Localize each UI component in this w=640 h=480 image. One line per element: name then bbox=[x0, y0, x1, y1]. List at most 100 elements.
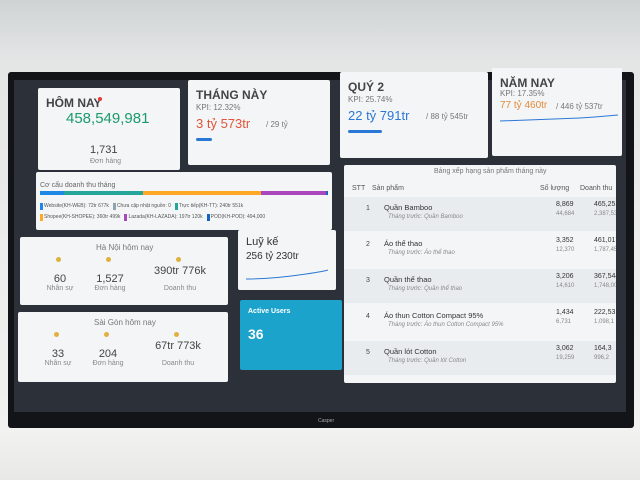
product: Quần lót Cotton bbox=[384, 347, 437, 356]
revenue: 222,53 bbox=[594, 309, 616, 316]
previous-product: Tháng trước: Quần thể thao bbox=[388, 286, 463, 292]
stat-label: Doanh thu bbox=[163, 285, 197, 292]
value: 3 tỷ 573tr bbox=[196, 116, 251, 131]
revenue-previous: 2,387,532,874 bbox=[594, 211, 616, 217]
previous-product: Tháng trước: Áo thun Cotton Compact 95% bbox=[388, 322, 504, 328]
quarter-card: QUÝ 2 KPI: 25.74% 22 tỷ 791tr / 88 tỷ 54… bbox=[340, 72, 488, 158]
rank: 4 bbox=[366, 313, 370, 320]
mix-bar bbox=[40, 191, 328, 195]
stat-icon bbox=[174, 332, 179, 337]
stat-value: 204 bbox=[98, 348, 118, 360]
stat-value: 67tr 773k bbox=[155, 340, 201, 352]
revenue-previous: 996,2 bbox=[594, 355, 610, 361]
today-card: HÔM NAY 458,549,981 1,731 Đơn hàng bbox=[38, 88, 180, 170]
stat-icon bbox=[104, 332, 109, 337]
kpi: KPI: 17.35% bbox=[500, 89, 545, 98]
progress-bar bbox=[348, 130, 382, 133]
stat-label: Nhân sự bbox=[44, 360, 72, 367]
revenue: 461,017,0 bbox=[594, 237, 616, 244]
stat-icon bbox=[106, 257, 111, 262]
ranking-card: Bảng xếp hạng sản phẩm tháng này STT Sản … bbox=[344, 165, 616, 383]
legend-item: POD(KH-POD): 494,000 bbox=[206, 214, 265, 221]
card-title: Hà Nội hôm nay bbox=[96, 243, 154, 252]
revenue: 164,3 bbox=[594, 345, 612, 352]
product: Quần Bamboo bbox=[384, 203, 433, 212]
table-header: Doanh thu bbox=[580, 185, 613, 192]
value: 22 tỷ 791tr bbox=[348, 108, 410, 123]
stat-label: Nhân sự bbox=[46, 285, 74, 292]
stat-value: 1,527 bbox=[96, 273, 124, 285]
card-title: NĂM NAY bbox=[500, 76, 555, 90]
product: Áo thun Cotton Compact 95% bbox=[384, 311, 484, 320]
value: 36 bbox=[248, 326, 264, 342]
quantity: 3,206 bbox=[556, 273, 574, 280]
table-row: 2 Áo thể thao Tháng trước: Áo thể thao 3,35… bbox=[344, 233, 616, 267]
progress-bar bbox=[196, 138, 212, 141]
revenue: 465,251,962 bbox=[594, 201, 616, 208]
table-row: 4 Áo thun Cotton Compact 95% Tháng trước: … bbox=[344, 305, 616, 339]
quantity: 1,434 bbox=[556, 309, 574, 316]
stat-value: 390tr 776k bbox=[154, 265, 206, 277]
quantity-previous: 14,610 bbox=[556, 283, 575, 289]
quantity-previous: 6,731 bbox=[556, 319, 572, 325]
trend-line bbox=[500, 114, 618, 122]
active-users-card: Active Users 36 bbox=[240, 300, 342, 370]
product: Áo thể thao bbox=[384, 239, 423, 248]
revenue-previous: 1,787,454,7 bbox=[594, 247, 616, 253]
stat-label: Doanh thu bbox=[161, 360, 195, 367]
card-title: Sài Gòn hôm nay bbox=[94, 318, 156, 327]
trend-line bbox=[246, 269, 328, 280]
stat-label: Đơn hàng bbox=[92, 360, 124, 367]
previous-product: Tháng trước: Quần Bamboo bbox=[388, 214, 463, 220]
legend-item: Lazada(KH-LAZADA): 197tr 120k bbox=[124, 214, 203, 221]
table-row: 5 Quần lót Cotton Tháng trước: Quần lót Co… bbox=[344, 341, 616, 375]
orders-label: Đơn hàng bbox=[90, 158, 122, 165]
revenue-previous: 1,748,000 bbox=[594, 283, 616, 289]
saigon-card: Sài Gòn hôm nay 33 Nhân sự 204 Đơn hàng 67tr… bbox=[18, 312, 228, 382]
legend-item: Shopee(KH-SHOPEE): 360tr 499k bbox=[40, 214, 120, 221]
card-title: Cơ cấu doanh thu tháng bbox=[40, 182, 116, 189]
stat-icon bbox=[176, 257, 181, 262]
legend: Website(KH-WEB): 72tr 677k Chưa cập nhật … bbox=[40, 199, 328, 221]
legend-item: Trực tiếp(KH-TT): 240tr 551k bbox=[174, 203, 243, 210]
card-title: Active Users bbox=[248, 308, 291, 315]
revenue: 458,549,981 bbox=[66, 110, 150, 127]
revenue: 367,544,4 bbox=[594, 273, 616, 280]
revenue-mix-card: Cơ cấu doanh thu tháng Website(KH-WEB): … bbox=[36, 172, 332, 230]
stat-value: 33 bbox=[51, 348, 65, 360]
table-row: 3 Quần thể thao Tháng trước: Quần thể thao… bbox=[344, 269, 616, 303]
card-title: THÁNG NÀY bbox=[196, 88, 268, 102]
kpi: KPI: 12.32% bbox=[196, 103, 241, 112]
card-title: Bảng xếp hạng sản phẩm tháng này bbox=[434, 168, 547, 175]
rank: 3 bbox=[366, 277, 370, 284]
hanoi-card: Hà Nội hôm nay 60 Nhân sự 1,527 Đơn hàng 390… bbox=[20, 237, 228, 305]
card-title: HÔM NAY bbox=[46, 96, 102, 110]
tv-brand: Casper bbox=[318, 418, 335, 424]
target: / 88 tỷ 545tr bbox=[426, 112, 469, 121]
orders: 1,731 bbox=[90, 144, 118, 156]
product: Quần thể thao bbox=[384, 275, 432, 284]
quantity: 3,352 bbox=[556, 237, 574, 244]
year-card: NĂM NAY KPI: 17.35% 77 tỷ 460tr / 446 tỷ… bbox=[492, 68, 622, 156]
cumulative-card: Luỹ kế 256 tỷ 230tr bbox=[238, 230, 336, 290]
quantity: 3,062 bbox=[556, 345, 574, 352]
quantity-previous: 19,259 bbox=[556, 355, 575, 361]
previous-product: Tháng trước: Áo thể thao bbox=[388, 250, 455, 256]
legend-item: Website(KH-WEB): 72tr 677k bbox=[40, 203, 109, 210]
legend-item: Chưa cập nhật nguồn: 0 bbox=[112, 203, 171, 210]
rank: 1 bbox=[366, 205, 370, 212]
target: / 29 tỷ bbox=[266, 120, 288, 129]
table-header: STT bbox=[352, 185, 366, 192]
revenue-previous: 1,098,1 bbox=[594, 319, 615, 325]
value: 77 tỷ 460tr bbox=[500, 100, 548, 111]
live-dot bbox=[98, 97, 102, 101]
stat-value: 60 bbox=[53, 273, 67, 285]
quantity-previous: 12,370 bbox=[556, 247, 575, 253]
stat-icon bbox=[54, 332, 59, 337]
previous-product: Tháng trước: Quần lót Cotton bbox=[388, 358, 467, 364]
quantity-previous: 44,684 bbox=[556, 211, 575, 217]
stat-label: Đơn hàng bbox=[94, 285, 126, 292]
target: / 446 tỷ 537tr bbox=[556, 102, 603, 111]
value: 256 tỷ 230tr bbox=[246, 251, 299, 262]
